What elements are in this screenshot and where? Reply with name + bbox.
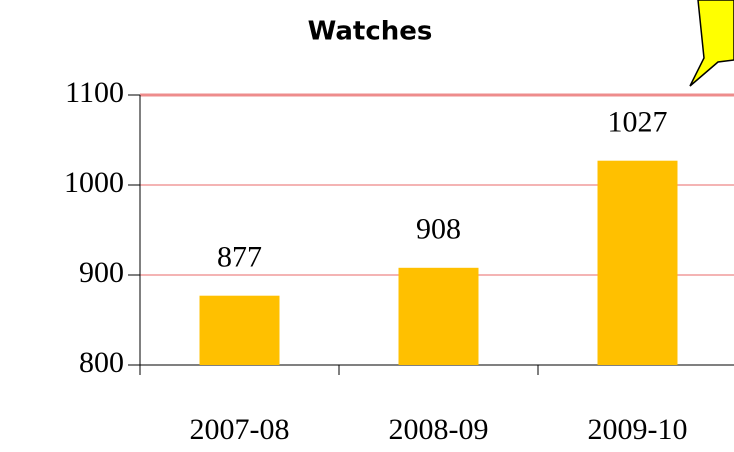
y-tick-label: 1100 <box>65 76 124 109</box>
callout <box>689 0 734 87</box>
bar <box>597 160 678 365</box>
x-tick-label: 2008-09 <box>389 413 489 446</box>
chart-title: Watches <box>308 17 433 47</box>
data-label: 1027 <box>608 106 668 139</box>
y-tick-label: 1000 <box>64 166 124 199</box>
bar <box>199 295 280 365</box>
y-tick-label: 900 <box>79 256 124 289</box>
x-tick-label: 2007-08 <box>190 413 290 446</box>
data-label: 908 <box>416 213 461 246</box>
data-label: 877 <box>217 241 262 274</box>
bar <box>398 267 479 365</box>
y-tick-label: 800 <box>79 346 124 379</box>
x-tick-label: 2009-10 <box>588 413 688 446</box>
